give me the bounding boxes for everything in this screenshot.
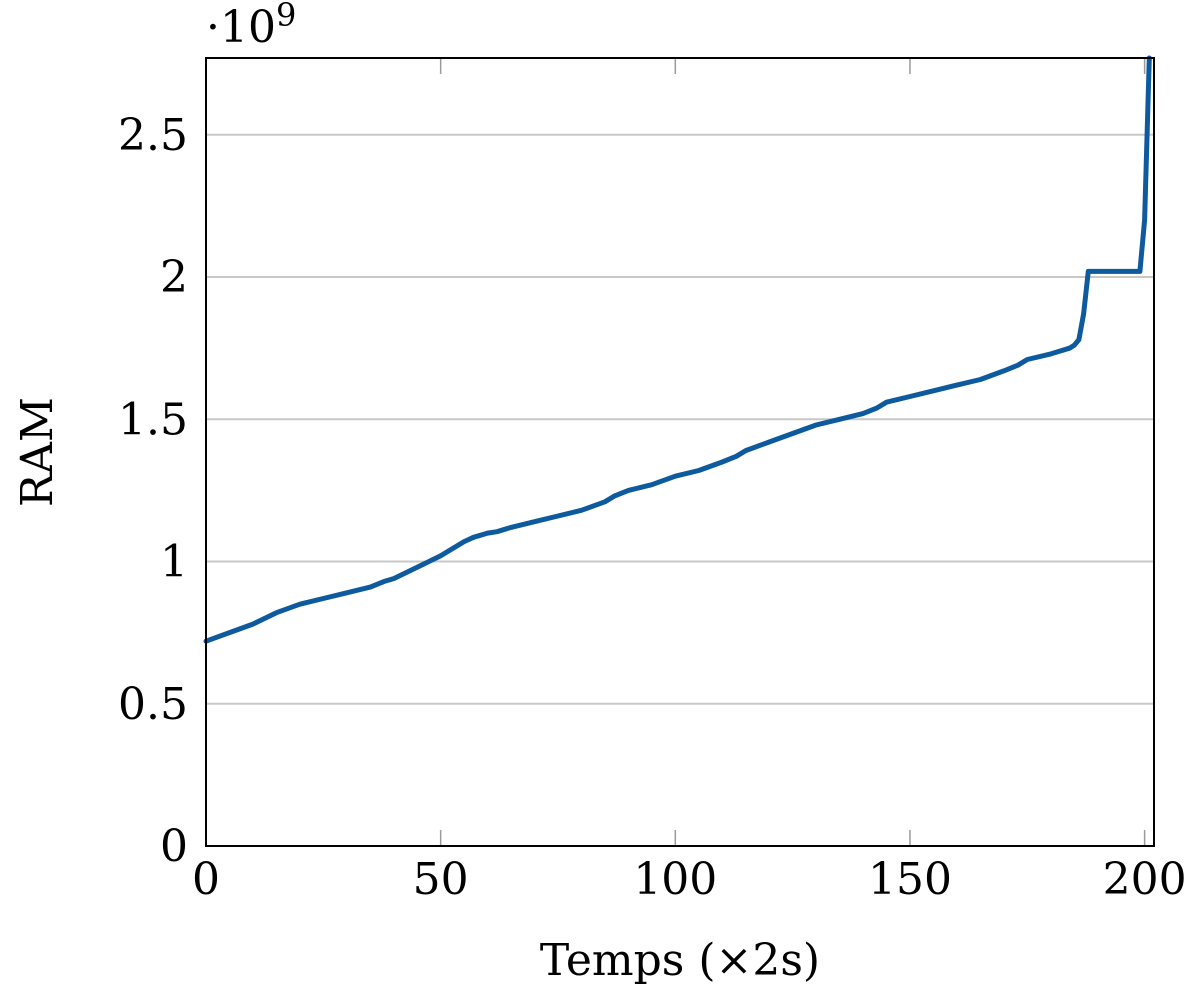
y-axis-multiplier-exponent: 9 bbox=[276, 0, 296, 34]
x-tick-label: 200 bbox=[1103, 854, 1187, 905]
y-axis-title: RAM bbox=[12, 397, 63, 507]
y-tick-label: 2.5 bbox=[118, 110, 188, 161]
x-tick-label: 100 bbox=[633, 854, 717, 905]
x-tick-label: 0 bbox=[192, 854, 220, 905]
y-axis-multiplier-base: ·10 bbox=[206, 2, 276, 53]
y-tick-label: 1.5 bbox=[118, 394, 188, 445]
x-axis-title: Temps (×2s) bbox=[540, 935, 820, 986]
series-line bbox=[203, 55, 1152, 644]
plot-frame bbox=[205, 57, 1155, 847]
y-tick-label: 0 bbox=[160, 821, 188, 872]
x-tick-label: 50 bbox=[413, 854, 469, 905]
y-axis-multiplier: ·109 bbox=[206, 0, 296, 53]
x-tick-labels: 0 50 100 150 200 bbox=[192, 854, 1187, 905]
tick-marks bbox=[205, 58, 1146, 846]
x-tick-label: 150 bbox=[868, 854, 952, 905]
y-tick-label: 0.5 bbox=[118, 679, 188, 730]
y-tick-label: 2 bbox=[160, 252, 188, 303]
grid-lines bbox=[206, 133, 1154, 705]
y-tick-labels: 0 0.5 1 1.5 2 2.5 bbox=[118, 110, 188, 872]
series-layer bbox=[203, 55, 1152, 644]
y-tick-label: 1 bbox=[160, 537, 188, 588]
